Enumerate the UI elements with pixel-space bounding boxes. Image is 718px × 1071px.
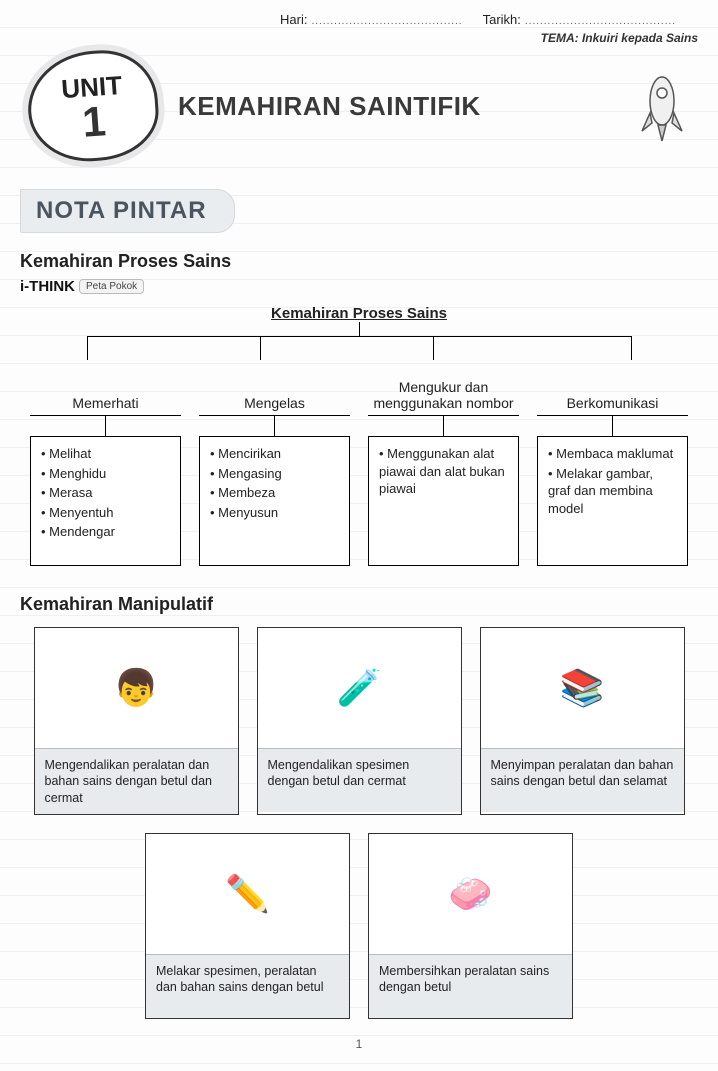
- manip-illustration: ✏️: [146, 834, 349, 954]
- ithink-tag: Peta Pokok: [79, 279, 144, 294]
- tree-head-1: Mengelas: [199, 360, 350, 416]
- date-field: Tarikh: ................................…: [483, 12, 676, 27]
- tree-branch-3: Berkomunikasi Membaca maklumat Melakar g…: [537, 360, 688, 566]
- manip-caption: Melakar spesimen, peralatan dan bahan sa…: [146, 954, 349, 1018]
- day-blank: ........................................: [311, 16, 462, 27]
- manip-illustration: 📚: [481, 628, 684, 748]
- tree-item: Melakar gambar, graf dan membina model: [548, 465, 677, 518]
- tree-item: Membaca maklumat: [548, 445, 677, 463]
- tree-branch-1: Mengelas Mencirikan Mengasing Membeza Me…: [199, 360, 350, 566]
- manip-card-4: 🧼 Membersihkan peralatan sains dengan be…: [368, 833, 573, 1019]
- rocket-icon: [636, 71, 688, 156]
- tree-item: Merasa: [41, 484, 170, 502]
- tree-branch-2: Mengukur dan menggunakan nombor Mengguna…: [368, 360, 519, 566]
- tree-branch-0: Memerhati Melihat Menghidu Merasa Menyen…: [30, 360, 181, 566]
- tree-root: Kemahiran Proses Sains: [20, 305, 698, 322]
- manip-grid: 👦 Mengendalikan peralatan dan bahan sain…: [20, 627, 698, 1019]
- theme-text: Inkuiri kepada Sains: [582, 31, 698, 45]
- tree-item: Melihat: [41, 445, 170, 463]
- unit-number: 1: [81, 102, 107, 141]
- manip-caption: Membersihkan peralatan sains dengan betu…: [369, 954, 572, 1018]
- manip-illustration: 👦: [35, 628, 238, 748]
- date-label: Tarikh:: [483, 12, 521, 27]
- manip-illustration: 🧪: [258, 628, 461, 748]
- tree-item: Menyusun: [210, 504, 339, 522]
- day-label: Hari:: [280, 12, 307, 27]
- proses-heading: Kemahiran Proses Sains: [20, 251, 698, 272]
- tree-head-2: Mengukur dan menggunakan nombor: [368, 360, 519, 416]
- tree-head-3: Berkomunikasi: [537, 360, 688, 416]
- manip-card-2: 📚 Menyimpan peralatan dan bahan sains de…: [480, 627, 685, 815]
- day-field: Hari: ..................................…: [280, 12, 463, 27]
- tree-item: Mengasing: [210, 465, 339, 483]
- date-blank: ........................................: [525, 16, 676, 27]
- manip-section: Kemahiran Manipulatif 👦 Mengendalikan pe…: [20, 594, 698, 1019]
- manip-caption: Menyimpan peralatan dan bahan sains deng…: [481, 748, 684, 812]
- tree-item: Mencirikan: [210, 445, 339, 463]
- manip-caption: Mengendalikan spesimen dengan betul dan …: [258, 748, 461, 812]
- tree-box-2: Menggunakan alat piawai dan alat bukan p…: [368, 436, 519, 566]
- manip-caption: Mengendalikan peralatan dan bahan sains …: [35, 748, 238, 814]
- tree-box-0: Melihat Menghidu Merasa Menyentuh Menden…: [30, 436, 181, 566]
- manip-illustration: 🧼: [369, 834, 572, 954]
- manip-card-0: 👦 Mengendalikan peralatan dan bahan sain…: [34, 627, 239, 815]
- tree-item: Mendengar: [41, 523, 170, 541]
- unit-badge: UNIT 1: [24, 47, 161, 166]
- page-title: KEMAHIRAN SAINTIFIK: [178, 91, 481, 122]
- manip-card-1: 🧪 Mengendalikan spesimen dengan betul da…: [257, 627, 462, 815]
- tree-item: Menghidu: [41, 465, 170, 483]
- ithink-brand: i-THINK: [20, 278, 75, 295]
- manip-card-3: ✏️ Melakar spesimen, peralatan dan bahan…: [145, 833, 350, 1019]
- theme-line: TEMA: Inkuiri kepada Sains: [20, 31, 698, 45]
- tree-box-3: Membaca maklumat Melakar gambar, graf da…: [537, 436, 688, 566]
- ithink-badge: i-THINK Peta Pokok: [20, 278, 144, 295]
- page-number: 1: [20, 1037, 698, 1051]
- tree-connector: [50, 322, 668, 360]
- section-banner: NOTA PINTAR: [20, 189, 235, 233]
- tree-item: Membeza: [210, 484, 339, 502]
- tree-row: Memerhati Melihat Menghidu Merasa Menyen…: [30, 360, 688, 566]
- manip-heading: Kemahiran Manipulatif: [20, 594, 698, 615]
- theme-prefix: TEMA:: [541, 31, 579, 45]
- tree-item: Menggunakan alat piawai dan alat bukan p…: [379, 445, 508, 498]
- unit-header: UNIT 1 KEMAHIRAN SAINTIFIK: [20, 51, 698, 161]
- tree-item: Menyentuh: [41, 504, 170, 522]
- tree-head-0: Memerhati: [30, 360, 181, 416]
- header-meta: Hari: ..................................…: [280, 12, 698, 27]
- tree-box-1: Mencirikan Mengasing Membeza Menyusun: [199, 436, 350, 566]
